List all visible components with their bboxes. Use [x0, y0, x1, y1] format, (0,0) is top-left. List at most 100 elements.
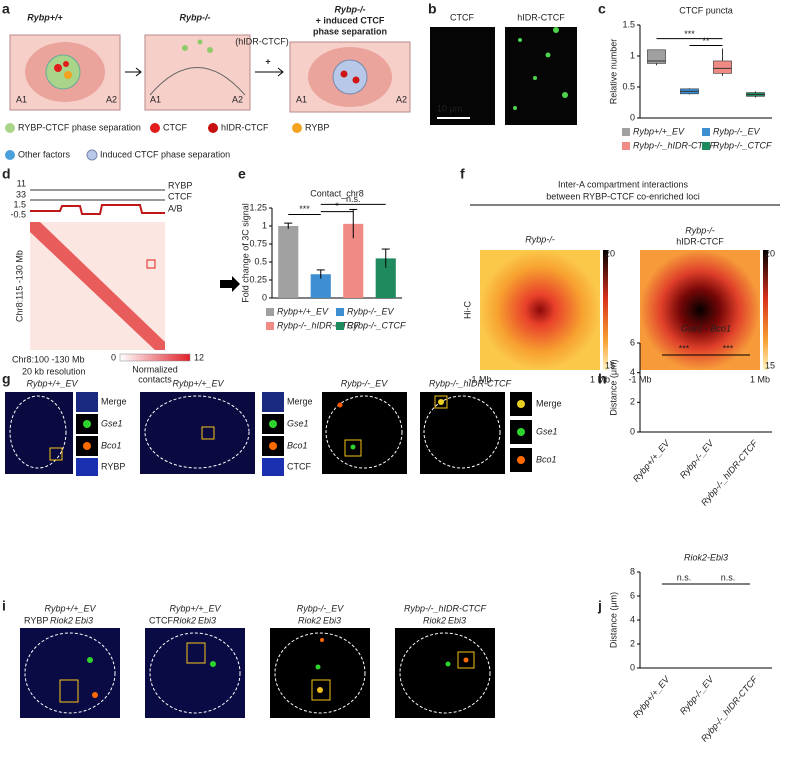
- label: Inter-A compartment interactions: [558, 179, 689, 189]
- significance: ***: [299, 204, 310, 214]
- y-tick-label: 8: [630, 566, 635, 576]
- legend-swatch: [336, 308, 344, 316]
- axis-label: Chr8:115 -130 Mb: [14, 250, 24, 322]
- spot: [445, 661, 451, 667]
- micrograph: [322, 392, 407, 474]
- dot: [182, 45, 188, 51]
- channel: Riok2: [50, 615, 73, 625]
- roi: [59, 679, 79, 703]
- channel: RYBP: [24, 615, 48, 625]
- colorbar: [763, 250, 768, 370]
- inset-label: Bco1: [101, 440, 122, 450]
- panel-letter: e: [238, 166, 246, 182]
- track-label: A/B: [168, 203, 183, 213]
- y-tick-label: 0: [630, 426, 635, 436]
- chart-title: Gse1 - Bco1: [681, 323, 731, 333]
- bar: [375, 258, 396, 298]
- roi: [201, 426, 215, 440]
- dot: [207, 47, 213, 53]
- inset: [76, 392, 98, 412]
- y-tick-label: 1.5: [622, 19, 635, 29]
- swatch: [5, 123, 15, 133]
- spot: [315, 664, 321, 670]
- legend-swatch: [336, 322, 344, 330]
- punctum: [533, 76, 537, 80]
- significance: **: [702, 36, 710, 46]
- swatch: [292, 123, 302, 133]
- spot: [269, 420, 277, 428]
- hic-diagonal: [30, 222, 165, 350]
- label: 15: [765, 360, 775, 370]
- legend-entry: Induced CTCF phase separation: [100, 149, 230, 159]
- colorbar: [119, 353, 191, 362]
- spot: [87, 657, 93, 663]
- micrograph: [145, 628, 245, 718]
- bar: [310, 274, 331, 298]
- legend-entry: hIDR-CTCF: [221, 122, 269, 132]
- y-tick-label: 0: [630, 112, 635, 122]
- arrow: [220, 276, 240, 292]
- i-images: [20, 628, 495, 718]
- inset-label: Gse1: [101, 418, 123, 428]
- label: -1 Mb: [468, 374, 491, 384]
- chromatin: [149, 67, 246, 96]
- roi: [434, 395, 448, 409]
- inset-label: RYBP: [101, 461, 125, 471]
- panel-letter: b: [428, 1, 437, 17]
- legend-entry: CTCF: [163, 122, 187, 132]
- map-label: hIDR-CTCF: [676, 236, 724, 246]
- y-tick-label: 6: [630, 337, 635, 347]
- y-tick-label: 0.75: [249, 238, 267, 248]
- micrograph: [270, 628, 370, 718]
- spot: [463, 657, 469, 663]
- genotype: Rybp-/-: [180, 12, 211, 22]
- panel-letter: g: [2, 371, 11, 387]
- label: 33: [16, 189, 26, 199]
- channel: CTCF: [149, 615, 173, 625]
- y-tick-label: 0: [262, 292, 267, 302]
- image-title: Rybp-/-_EV: [297, 603, 345, 613]
- chart-title: CTCF puncta: [679, 5, 733, 15]
- inset-label: Bco1: [287, 440, 308, 450]
- droplet: [45, 54, 81, 90]
- label: 1 Mb: [750, 374, 770, 384]
- construct: (hIDR-CTCF): [235, 36, 289, 46]
- legend-swatch: [622, 128, 630, 136]
- nucleus-outline: [325, 395, 403, 469]
- legend-entry: Rybp-/-_hIDR-CTCF: [277, 320, 360, 330]
- inset: [76, 458, 98, 476]
- swatch: [5, 150, 15, 160]
- legend-entry: Rybp-/-_hIDR-CTCF: [633, 140, 716, 150]
- legend-entry: Rybp-/-_EV: [347, 306, 395, 316]
- genotype: Rybp-/-: [335, 4, 366, 14]
- punctum: [562, 92, 568, 98]
- label: Normalized: [132, 364, 178, 374]
- y-tick-label: 0.5: [622, 81, 635, 91]
- g-images: [5, 392, 532, 476]
- punctum: [513, 106, 517, 110]
- y-tick-label: 4: [630, 614, 635, 624]
- micrograph: [5, 392, 73, 474]
- legend-swatch: [702, 142, 710, 150]
- heatmap: [640, 250, 760, 370]
- inset-label: Gse1: [287, 418, 309, 428]
- channel: Riok2: [423, 615, 446, 625]
- heatmap: [480, 250, 600, 370]
- spot: [317, 687, 323, 693]
- compartment: A1: [296, 94, 307, 104]
- spot: [210, 661, 216, 667]
- image-title: Rybp+/+_EV: [26, 378, 78, 388]
- legend-swatch: [702, 128, 710, 136]
- track-label: CTCF: [168, 191, 192, 201]
- legend-swatch: [266, 308, 274, 316]
- micrograph: [140, 392, 255, 474]
- axis-label: Chr8:100 -130 Mb: [12, 354, 85, 364]
- spot: [320, 638, 324, 642]
- chart-title: Riok2-Ebi3: [684, 552, 728, 562]
- genotype: Rybp+/+: [27, 12, 63, 22]
- puncta: [513, 27, 568, 110]
- label: Hi-C: [462, 301, 472, 319]
- y-tick-label: 0: [630, 662, 635, 672]
- y-tick-label: 2: [630, 397, 635, 407]
